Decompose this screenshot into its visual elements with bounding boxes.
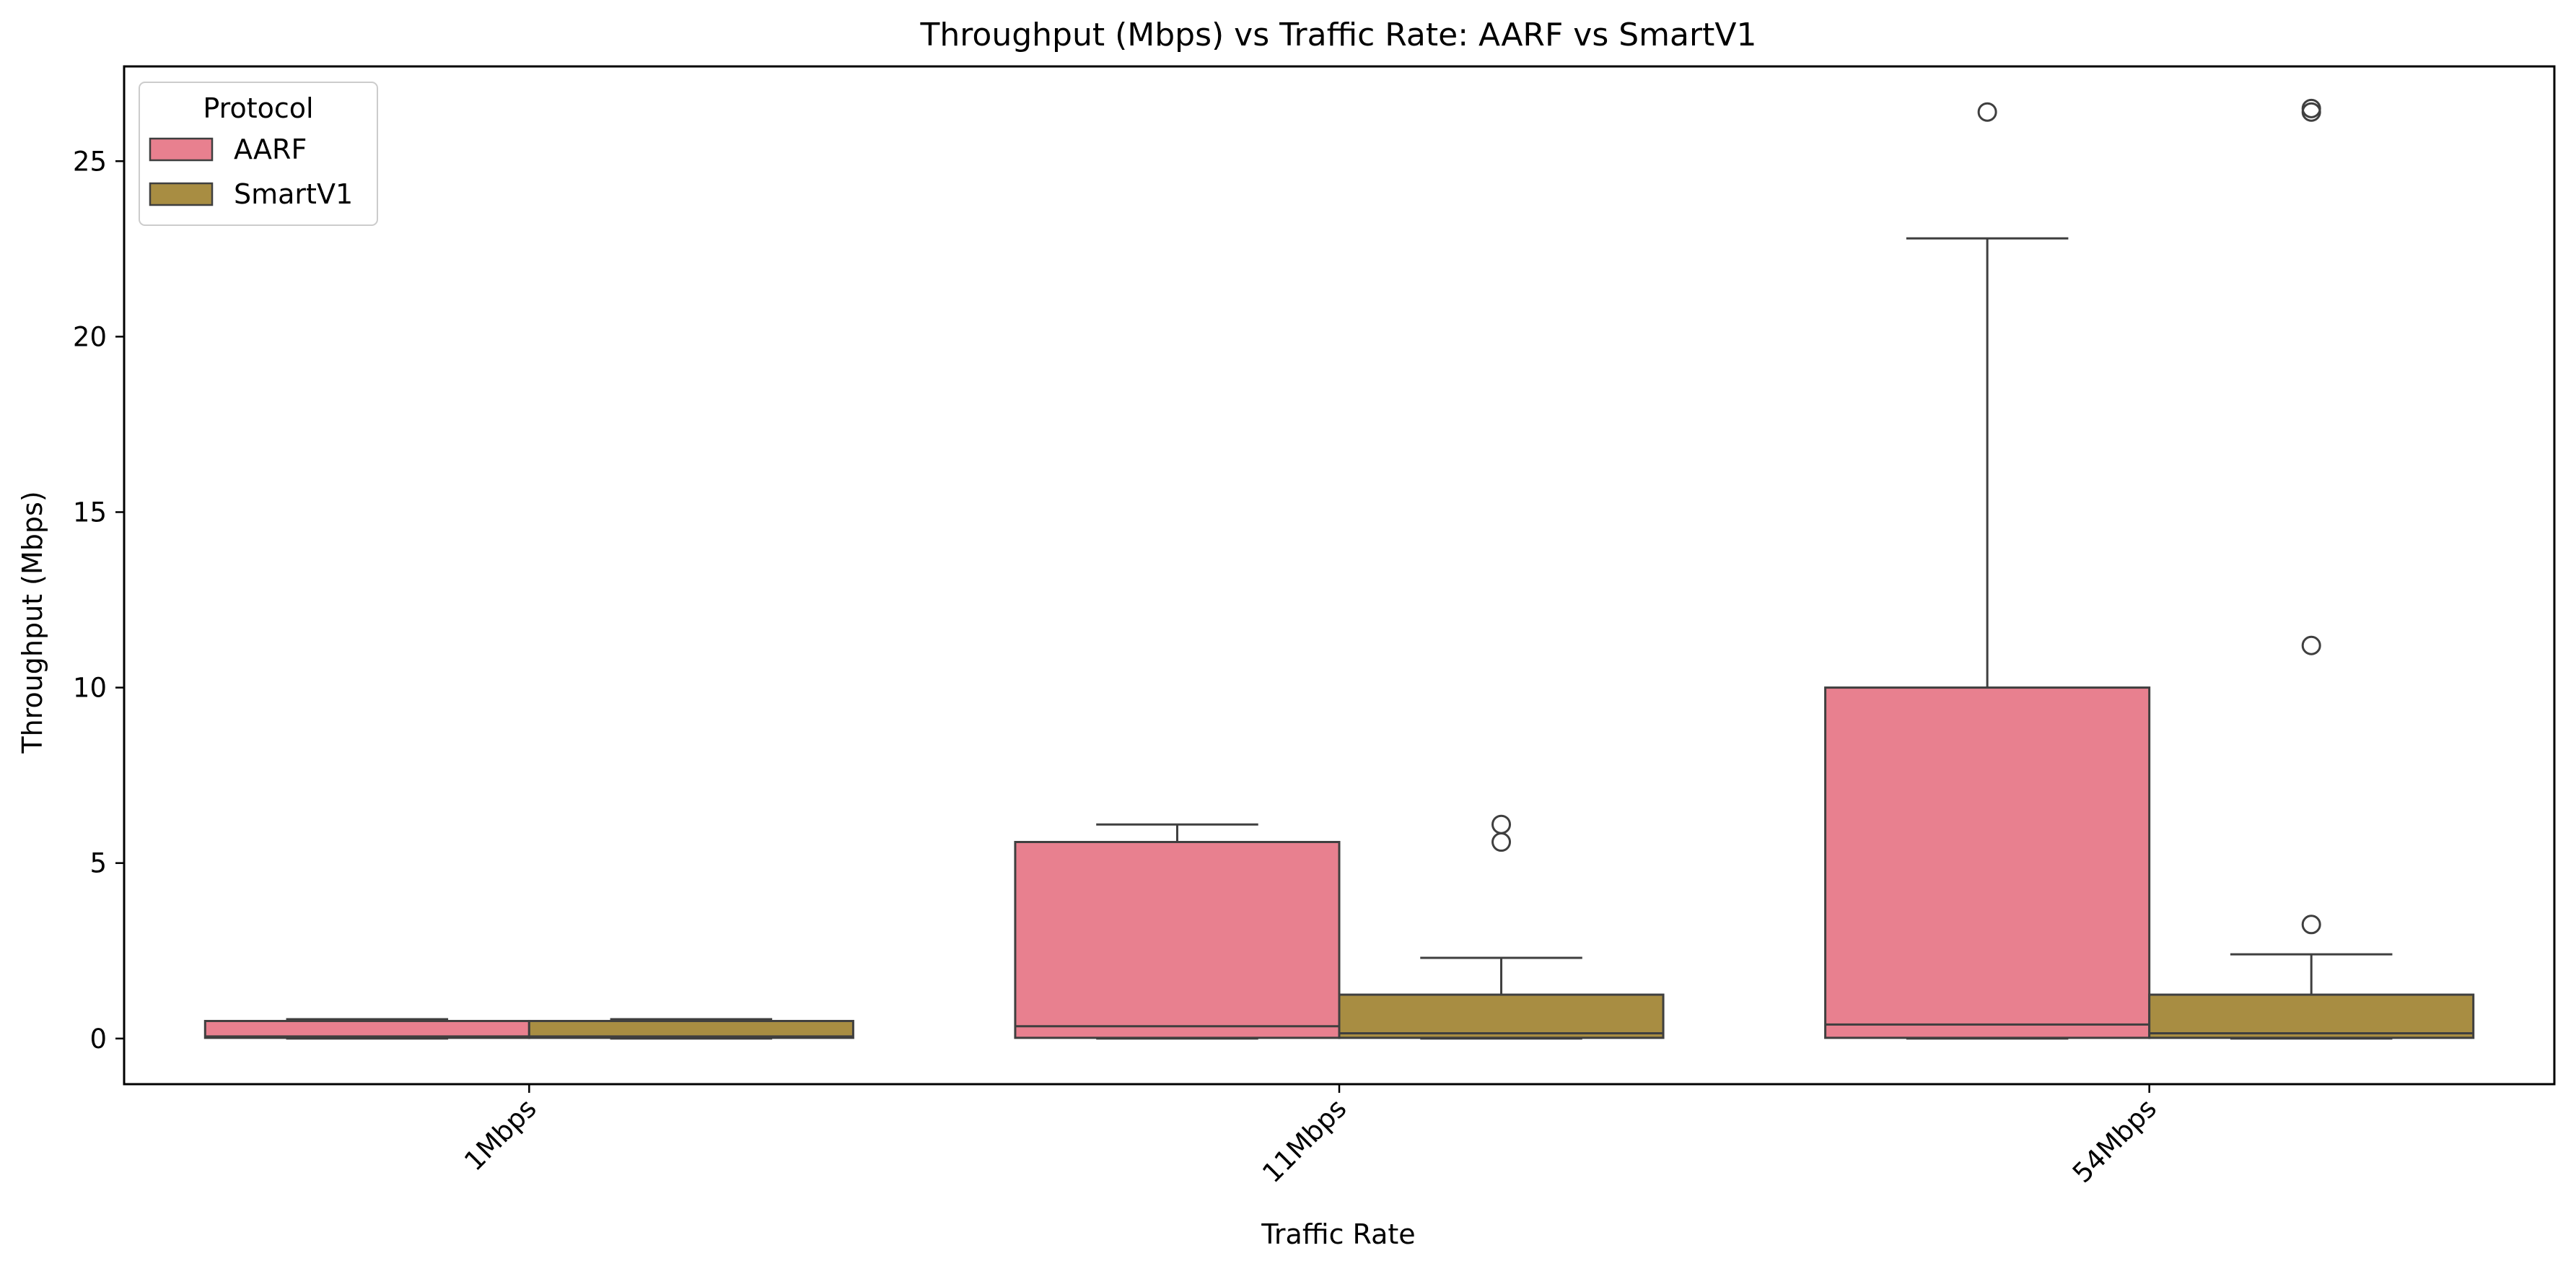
y-tick-label: 10 bbox=[73, 673, 107, 704]
outlier-point bbox=[2301, 98, 2321, 118]
box-smartv1-11mbps bbox=[1338, 993, 1665, 1039]
legend-swatch-aarf bbox=[149, 137, 214, 162]
y-tick-label: 0 bbox=[89, 1024, 107, 1055]
legend-label-aarf: AARF bbox=[234, 134, 307, 165]
legend: Protocol AARF SmartV1 bbox=[139, 82, 378, 226]
legend-label-smartv1: SmartV1 bbox=[234, 178, 353, 210]
outlier-point bbox=[2301, 635, 2321, 655]
chart-title: Throughput (Mbps) vs Traffic Rate: AARF … bbox=[920, 17, 1757, 53]
y-tick-label: 20 bbox=[73, 321, 107, 352]
box-aarf-54mbps bbox=[1824, 686, 2151, 1039]
box-aarf-11mbps bbox=[1014, 841, 1341, 1039]
y-tick-label: 25 bbox=[73, 146, 107, 177]
x-axis-label: Traffic Rate bbox=[1261, 1218, 1415, 1250]
box-smartv1-54mbps bbox=[2148, 993, 2475, 1039]
plot-area bbox=[203, 98, 2475, 1040]
legend-title: Protocol bbox=[203, 92, 313, 124]
outlier-point bbox=[2301, 915, 2321, 935]
legend-swatch-smartv1 bbox=[149, 182, 214, 206]
y-tick-label: 5 bbox=[89, 848, 107, 879]
box-aarf-1mbps bbox=[203, 1019, 530, 1039]
box-smartv1-1mbps bbox=[527, 1019, 854, 1039]
y-tick-label: 15 bbox=[73, 497, 107, 528]
y-axis-label: Throughput (Mbps) bbox=[17, 491, 48, 754]
outlier-point bbox=[1977, 102, 1997, 122]
outlier-point bbox=[1491, 814, 1512, 834]
